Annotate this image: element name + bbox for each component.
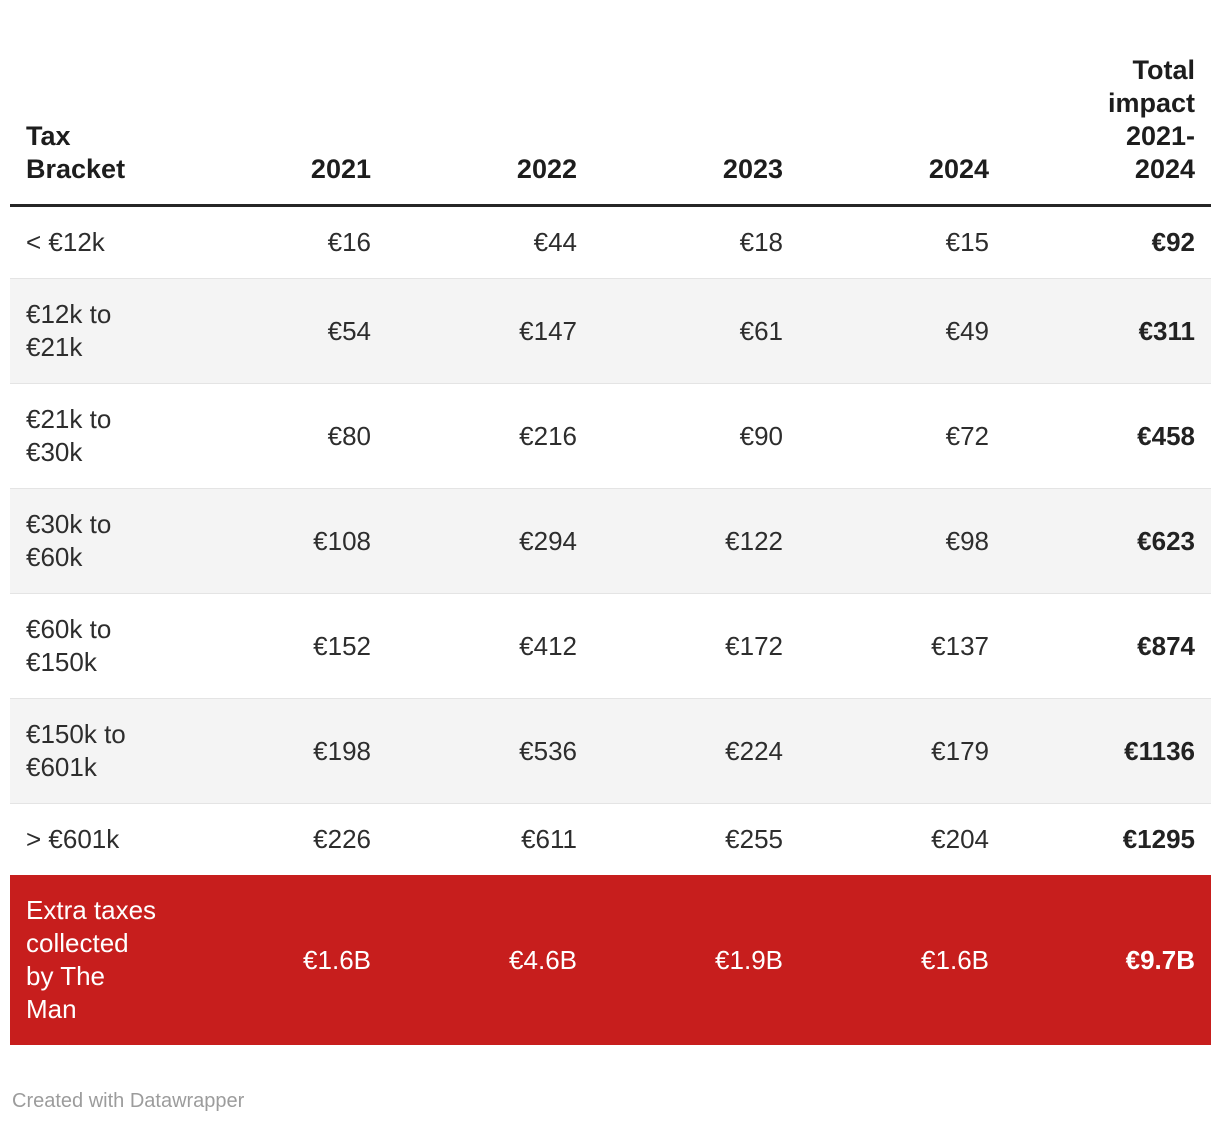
value-cell-2021: €1.6B [181, 875, 387, 1045]
total-cell: €623 [1005, 488, 1211, 594]
bracket-cell: €150k to €601k [10, 698, 181, 804]
value-cell-2024: €179 [799, 698, 1005, 804]
column-header-total-impact: Total impact 2021- 2024 [1005, 0, 1211, 207]
table-row-highlight-extra-taxes: Extra taxes collected by The Man €1.6B €… [10, 875, 1211, 1045]
table-header: Tax Bracket 2021 2022 2023 2024 Total im… [10, 0, 1211, 207]
value-cell-2024: €49 [799, 278, 1005, 384]
value-cell-2021: €198 [181, 698, 387, 804]
value-cell-2022: €611 [387, 803, 593, 875]
value-cell-2024: €15 [945, 227, 989, 257]
column-header-2023: 2023 [593, 0, 799, 207]
column-header-2022: 2022 [387, 0, 593, 207]
value-cell-2023: €172 [593, 593, 799, 699]
total-cell: €92 [1151, 227, 1195, 257]
value-cell-2021: €54 [181, 278, 387, 384]
total-cell: €9.7B [1005, 875, 1211, 1045]
value-cell-2023: €1.9B [593, 875, 799, 1045]
value-cell-2021: €80 [181, 383, 387, 489]
datawrapper-credit-link[interactable]: Created with Datawrapper [12, 1090, 245, 1112]
value-cell-2021: €226 [181, 803, 387, 875]
column-header-2021: 2021 [181, 0, 387, 207]
value-cell-2023: €224 [593, 698, 799, 804]
value-cell-2023: €255 [593, 803, 799, 875]
tax-impact-table: Tax Bracket 2021 2022 2023 2024 Total im… [10, 0, 1211, 1045]
bracket-cell: €60k to €150k [10, 593, 181, 699]
bracket-cell: > €601k [10, 803, 181, 875]
total-cell: €1136 [1005, 698, 1211, 804]
value-cell-2022: €44 [533, 227, 577, 257]
total-cell: €311 [1005, 278, 1211, 384]
bracket-cell: < €12k [26, 227, 105, 257]
footer-credit: Created with Datawrapper [12, 1089, 1211, 1113]
table-body: < €12k €16 €44 €18 €15 €92 €12k to €21k … [10, 206, 1211, 1045]
value-cell-2022: €216 [387, 383, 593, 489]
value-cell-2024: €1.6B [799, 875, 1005, 1045]
header-row: Tax Bracket 2021 2022 2023 2024 Total im… [10, 0, 1211, 207]
table-row: €12k to €21k €54 €147 €61 €49 €311 [10, 278, 1211, 384]
value-cell-2022: €536 [387, 698, 593, 804]
value-cell-2021: €152 [181, 593, 387, 699]
total-cell: €874 [1005, 593, 1211, 699]
value-cell-2022: €147 [387, 278, 593, 384]
table-row: < €12k €16 €44 €18 €15 €92 [10, 206, 1211, 279]
value-cell-2024: €137 [799, 593, 1005, 699]
value-cell-2023: €18 [739, 227, 783, 257]
bracket-cell: €30k to €60k [10, 488, 181, 594]
table-row: €21k to €30k €80 €216 €90 €72 €458 [10, 383, 1211, 489]
total-cell: €458 [1005, 383, 1211, 489]
value-cell-2021: €108 [181, 488, 387, 594]
total-cell: €1295 [1005, 803, 1211, 875]
table-row: €30k to €60k €108 €294 €122 €98 €623 [10, 488, 1211, 594]
value-cell-2024: €204 [799, 803, 1005, 875]
value-cell-2023: €61 [593, 278, 799, 384]
bracket-cell: €21k to €30k [10, 383, 181, 489]
value-cell-2023: €122 [593, 488, 799, 594]
table-row: > €601k €226 €611 €255 €204 €1295 [10, 803, 1211, 875]
value-cell-2024: €98 [799, 488, 1005, 594]
value-cell-2024: €72 [799, 383, 1005, 489]
bracket-cell: Extra taxes collected by The Man [10, 875, 181, 1045]
value-cell-2022: €4.6B [387, 875, 593, 1045]
value-cell-2021: €16 [327, 227, 371, 257]
value-cell-2022: €294 [387, 488, 593, 594]
bracket-cell: €12k to €21k [10, 278, 181, 384]
column-header-2024: 2024 [799, 0, 1005, 207]
value-cell-2022: €412 [387, 593, 593, 699]
table-row: €60k to €150k €152 €412 €172 €137 €874 [10, 593, 1211, 699]
value-cell-2023: €90 [593, 383, 799, 489]
column-header-tax-bracket: Tax Bracket [10, 0, 181, 207]
table-row: €150k to €601k €198 €536 €224 €179 €1136 [10, 698, 1211, 804]
